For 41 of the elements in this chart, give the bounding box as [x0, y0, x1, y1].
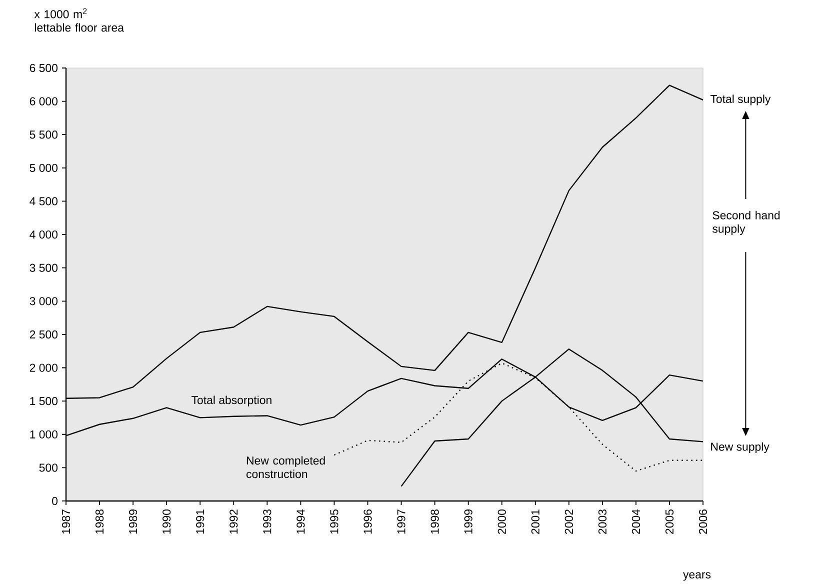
series-label: Total supply	[710, 94, 771, 106]
x-tick-label: 2006	[698, 510, 708, 534]
x-tick-label: 2003	[598, 510, 606, 534]
y-tick-label: 0	[52, 496, 58, 506]
legend-label: New supply	[711, 442, 770, 454]
x-tick-label: 1988	[95, 510, 104, 534]
y-tick-label: 1 000	[30, 430, 58, 438]
x-tick-label: 2001	[531, 510, 540, 534]
y-tick-label: 3 500	[30, 264, 58, 272]
x-tick-label: 1999	[464, 510, 472, 534]
y-tick-label: 2 000	[30, 364, 58, 372]
y-tick-label: 6 000	[30, 97, 58, 106]
x-tick-label: 1994	[296, 509, 305, 534]
y-tick-label: 4 000	[30, 230, 58, 239]
y-tick-label: 1 500	[30, 397, 58, 406]
x-tick-label: 1998	[430, 510, 439, 534]
x-tick-label: 2000	[498, 509, 506, 534]
x-tick-label: 1991	[196, 510, 204, 534]
x-tick-label: 1996	[364, 510, 372, 534]
y-tick-label: 2 500	[30, 330, 58, 338]
x-tick-label: 1992	[230, 510, 238, 534]
x-tick-label: 2002	[564, 510, 573, 534]
x-tick-label: 1989	[129, 510, 138, 534]
y-tick-label: 3 000	[30, 297, 58, 306]
x-tick-label: 1990	[162, 509, 171, 534]
y-tick-label: 5 000	[30, 164, 58, 172]
series-label: New completed construction	[246, 456, 325, 478]
x-tick-label: 1997	[397, 510, 406, 534]
y-axis-title: x 1000 m$^{2}$ lettable floor area	[34, 8, 124, 32]
x-tick-label: 1995	[330, 509, 338, 534]
x-tick-label: 1993	[263, 510, 272, 534]
x-tick-label: 2004	[632, 509, 640, 534]
text: Second hand supply	[712, 210, 780, 236]
x-tick-label: 2005	[665, 509, 674, 534]
y-tick-label: 500	[39, 464, 58, 472]
x-axis-title: years	[683, 572, 711, 581]
x-tick-label: 1987	[62, 510, 70, 534]
series-label: Total absorption	[192, 396, 272, 406]
y-tick-label: 6 500	[30, 64, 58, 72]
y-tick-label: 5 500	[30, 130, 58, 139]
y-tick-label: 4 500	[30, 197, 58, 206]
